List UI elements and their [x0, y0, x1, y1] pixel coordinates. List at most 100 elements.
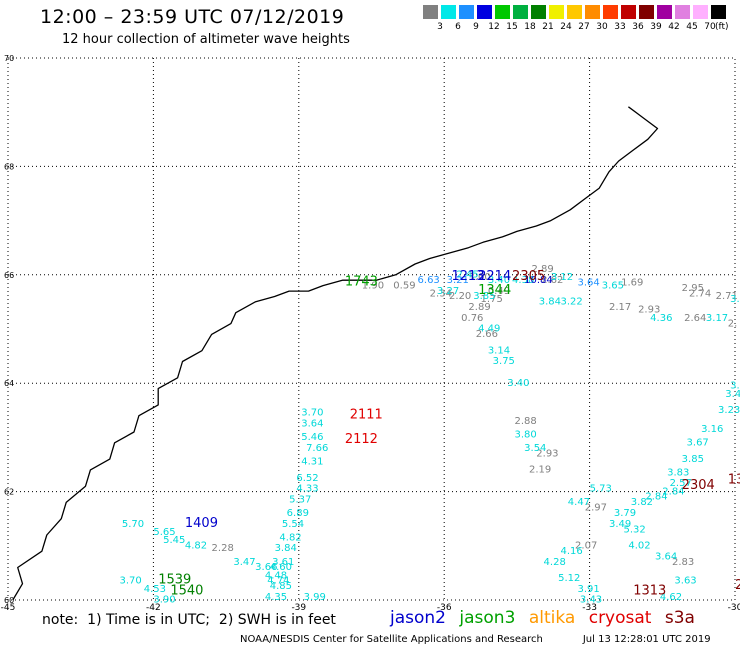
wave-height-value: 5.70 — [122, 519, 144, 530]
wave-height-value: 2.66 — [476, 329, 498, 340]
scale-tick-label: 36 — [632, 22, 644, 32]
wave-height-value: 3.23 — [718, 405, 740, 416]
wave-height-value: 3.54 — [524, 443, 546, 454]
wave-height-value: 3.12 — [551, 272, 573, 283]
wave-height-value: 3.47 — [233, 557, 255, 568]
scale-swatch — [495, 5, 510, 19]
wave-height-value: 3.70 — [119, 576, 141, 587]
scale-swatch — [657, 5, 672, 19]
wave-height-value: 3.63 — [674, 576, 696, 587]
scale-tick-label: 33 — [614, 22, 626, 32]
scale-tick-label: 21 — [542, 22, 554, 32]
wave-height-value: 4.31 — [301, 457, 323, 468]
wave-height-value: 4.02 — [628, 541, 650, 552]
wave-height-value: 2.93 — [638, 305, 660, 316]
wave-height-value: 5.45 — [163, 535, 185, 546]
scale-swatch — [459, 5, 474, 19]
wave-height-value: 3.84 — [275, 543, 297, 554]
wave-height-value: 3.22 — [561, 297, 583, 308]
scale-tick-label: 39 — [650, 22, 662, 32]
lon-tick-label: -42 — [146, 603, 161, 613]
wave-height-value: 3.43 — [580, 595, 602, 606]
wave-height-value: 2. — [728, 318, 738, 329]
scale-swatch — [423, 5, 438, 19]
wave-height-value: 3.70 — [301, 408, 323, 419]
wave-height-value: 4.53 — [144, 584, 166, 595]
scale-tick-label: 12 — [488, 22, 500, 32]
lon-tick-label: -30 — [728, 603, 740, 613]
wave-height-value: 4.16 — [561, 546, 583, 557]
wave-height-value: 0.49 — [488, 286, 510, 297]
scale-tick-label: 45 — [686, 22, 698, 32]
pass-time-label: 1313 — [633, 584, 666, 599]
wave-height-value: 1.69 — [621, 278, 643, 289]
wave-height-value: 4.28 — [544, 557, 566, 568]
scale-swatch — [639, 5, 654, 19]
wave-height-value: 4.74 — [267, 576, 289, 587]
wave-height-value: 3. — [730, 381, 740, 392]
wave-height-value: 3.85 — [473, 291, 495, 302]
footer: NOAA/NESDIS Center for Satellite Applica… — [240, 634, 711, 645]
wave-height-value: 3.21 — [447, 275, 469, 286]
wave-height-value: 3.16 — [701, 424, 723, 435]
wave-height-value: 2.45 — [456, 270, 478, 281]
pass-time-label: 230 — [735, 578, 740, 593]
wave-height-value: 0.59 — [393, 280, 415, 291]
wave-height-value: 2.34 — [430, 288, 452, 299]
wave-height-value: 4.33 — [296, 484, 318, 495]
wave-height-value: 2.71 — [716, 291, 738, 302]
scale-swatch — [603, 5, 618, 19]
scale-unit: (ft) — [715, 22, 729, 32]
wave-height-value: 0.76 — [461, 313, 483, 324]
wave-height-value: 2.97 — [585, 503, 607, 514]
wave-height-value: 3.80 — [514, 429, 536, 440]
satellite-legend: jason2 jason3 altika cryosat s3a — [390, 608, 703, 628]
wave-height-value: 2.83 — [672, 557, 694, 568]
lon-tick-label: -45 — [1, 603, 16, 613]
wave-height-value: 2.62 — [541, 275, 563, 286]
scale-tick-label: 30 — [596, 22, 608, 32]
wave-height-value: 3.17 — [706, 313, 728, 324]
wave-height-value: 2.20 — [449, 291, 471, 302]
scale-tick-label: 6 — [455, 22, 461, 32]
legend-jason3: jason3 — [459, 608, 516, 628]
wave-height-value: 4.85 — [270, 581, 292, 592]
scale-swatch — [441, 5, 456, 19]
wave-height-value: 5.54 — [282, 519, 304, 530]
wave-height-value: 3.75 — [493, 356, 515, 367]
pass-time-label: 1540 — [170, 584, 203, 599]
wave-height-value: 2.89 — [531, 264, 553, 275]
footer-credit: NOAA/NESDIS Center for Satellite Applica… — [240, 634, 543, 645]
wave-height-value: 4.35 — [265, 592, 287, 603]
wave-height-value: 3.64 — [577, 278, 599, 289]
wave-height-value: 3.90 — [153, 595, 175, 606]
pass-time-label: 2304 — [682, 478, 715, 493]
lat-tick-label: 62 — [4, 488, 14, 497]
wave-height-value: 2.88 — [514, 416, 536, 427]
footer-timestamp: Jul 13 12:28:01 UTC 2019 — [582, 634, 711, 645]
legend-altika: altika — [528, 608, 576, 628]
scale-swatch — [549, 5, 564, 19]
wave-height-value: 3.27 — [437, 286, 459, 297]
wave-height-value: 5.65 — [153, 527, 175, 538]
wave-height-value: 3.84 — [539, 297, 561, 308]
wave-height-value: 2.64 — [684, 313, 706, 324]
wave-height-value: 7.66 — [306, 443, 328, 454]
wave-height-value: 4.49 — [478, 324, 500, 335]
pass-time-label: 2112 — [345, 432, 378, 447]
wave-height-value: 4.62 — [660, 592, 682, 603]
wave-height-value: 3.79 — [614, 508, 636, 519]
legend-s3a: s3a — [664, 608, 695, 628]
lat-tick-label: 66 — [4, 271, 14, 280]
pass-time-label: 1344 — [478, 283, 511, 298]
scale-tick-label: 9 — [473, 22, 479, 32]
wave-height-value: 3.4 — [725, 389, 740, 400]
scale-swatch — [531, 5, 546, 19]
wave-height-value: 1.90 — [362, 280, 384, 291]
wave-height-value: 3.83 — [667, 467, 689, 478]
wave-height-value: 2.89 — [468, 302, 490, 313]
wave-height-value: 3.64 — [655, 551, 677, 562]
lat-tick-label: 68 — [4, 162, 14, 171]
footnote: note: 1) Time is in UTC; 2) SWH is in fe… — [42, 612, 336, 628]
